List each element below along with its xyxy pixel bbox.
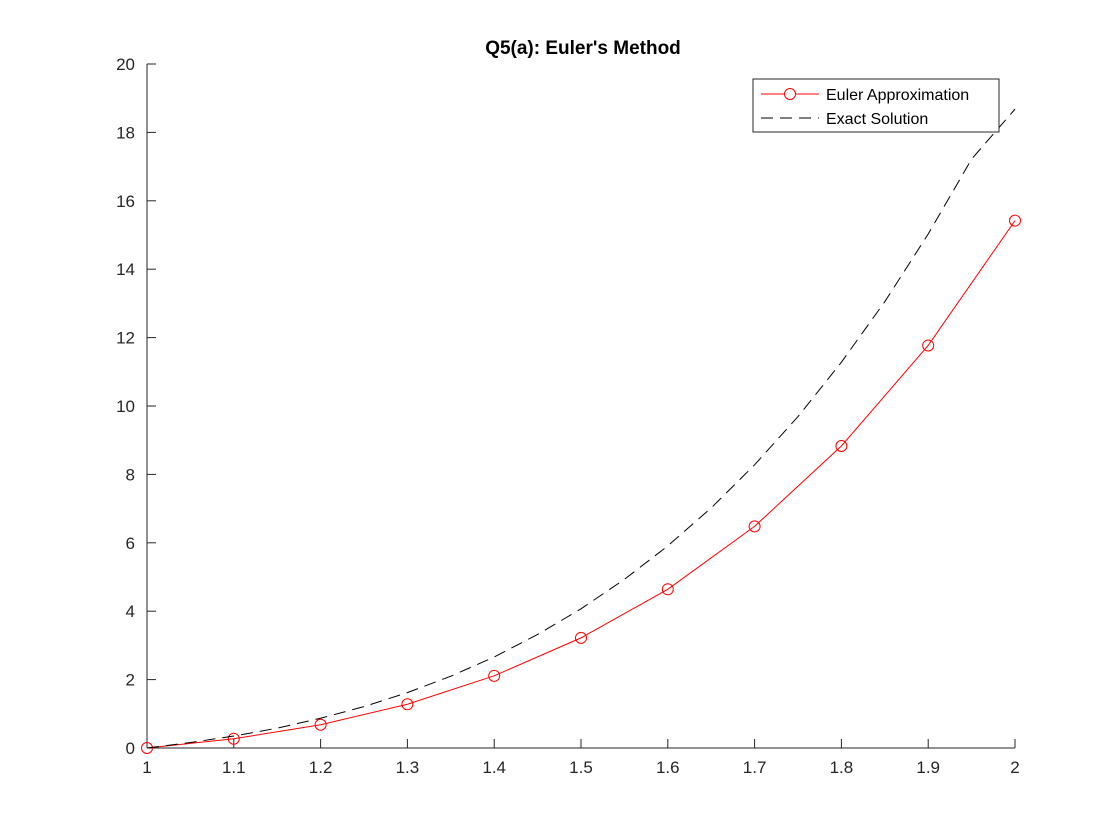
data-point-marker: [575, 631, 587, 644]
data-point-marker: [1009, 214, 1021, 227]
data-point-marker: [141, 742, 153, 754]
y-tick-label: 10: [116, 397, 135, 416]
legend-label: Euler Approximation: [826, 87, 969, 104]
data-point-marker: [835, 440, 848, 453]
y-tick-label: 6: [126, 534, 135, 553]
legend-box: [752, 78, 1000, 133]
data-point-marker: [661, 583, 674, 596]
x-tick-label: 1.1: [222, 758, 246, 777]
x-tick-label: 1.6: [656, 758, 680, 777]
x-tick-label: 1.4: [482, 758, 506, 777]
data-point-marker: [922, 339, 935, 352]
y-tick-label: 4: [126, 602, 135, 621]
y-tick-label: 12: [116, 329, 135, 348]
plot-area: 1 1.1 1.2 1.3 1.4 1.5 1.6 1.7 1.8 1.9 202468101214…: [116, 55, 1021, 777]
y-tick-label: 16: [116, 192, 135, 211]
data-point-marker: [314, 718, 327, 731]
y-tick-label: 18: [116, 123, 135, 142]
series-line-1: [146, 220, 1016, 749]
x-tick-label: 1.8: [830, 758, 854, 777]
y-tick-label: 20: [116, 55, 135, 74]
x-tick-label: 1.2: [309, 758, 333, 777]
series-line-2: [146, 108, 1016, 749]
chart-title: Q5(a): Euler's Method: [485, 38, 681, 59]
x-tick-label: 1.5: [569, 758, 593, 777]
legend-label: Exact Solution: [826, 111, 928, 128]
legend-swatch-marker: [784, 88, 796, 100]
data-point-marker: [748, 520, 761, 533]
x-tick-label: 2: [1010, 758, 1019, 777]
x-tick-label: 1.3: [396, 758, 420, 777]
x-tick-label: 1: [142, 758, 151, 777]
y-tick-label: 0: [126, 739, 135, 758]
y-tick-label: 2: [126, 671, 135, 690]
x-tick-label: 1.9: [916, 758, 940, 777]
data-point-marker: [488, 669, 501, 682]
y-tick-label: 14: [116, 260, 135, 279]
legend: Euler Approximation Exact Solution: [752, 78, 1000, 133]
y-tick-label: 8: [126, 465, 135, 484]
data-point-marker: [227, 732, 240, 745]
x-tick-label: 1.7: [743, 758, 767, 777]
data-point-marker: [401, 698, 414, 711]
